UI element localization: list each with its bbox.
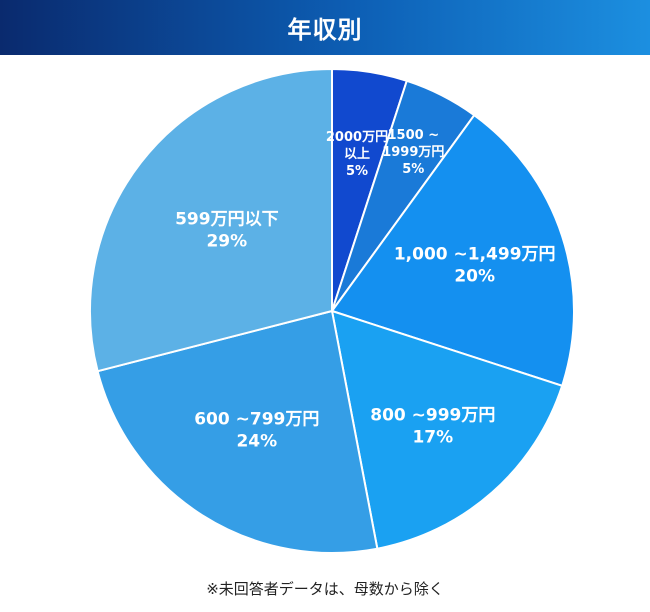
header-bar: 年収別	[0, 0, 650, 55]
pie-slice	[330, 309, 564, 550]
page-title: 年収別	[287, 16, 363, 44]
slice-label-line: 17%	[412, 427, 453, 447]
pie-chart: 2000万円以上 5%1500 ~1999万円 5%1,000 ~1,499万円 20…	[89, 67, 575, 554]
pie-labels: 2000万円以上 5%1500 ~1999万円 5%1,000 ~1,499万円 20…	[175, 128, 555, 451]
slice-label: 2000万円以上 5%	[326, 130, 388, 179]
slice-label: 599万円以下 29%	[175, 209, 279, 251]
pie-slice	[89, 67, 333, 373]
slice-label-line: 20%	[454, 267, 495, 287]
slice-label-line: 2000万円	[326, 130, 388, 145]
slice-label: 1,000 ~1,499万円 20%	[394, 245, 556, 287]
slice-label-line: 1999万円	[382, 145, 444, 160]
slice-label-line: 1500 ~	[387, 128, 439, 143]
slice-label-line: 800 ~999万円	[370, 405, 495, 425]
slice-label-line: 以上	[344, 147, 370, 162]
slice-label-line: 29%	[206, 231, 247, 251]
slice-label: 800 ~999万円 17%	[370, 405, 495, 447]
slice-label-line: 5%	[346, 164, 368, 179]
slice-label-line: 1,000 ~1,499万円	[394, 245, 556, 265]
slice-label: 600 ~799万円 24%	[194, 409, 319, 451]
slice-label-line: 5%	[402, 162, 424, 177]
pie-slice	[96, 309, 379, 554]
pie-slice	[330, 113, 575, 388]
slice-label-line: 24%	[236, 431, 277, 451]
slice-label-line: 600 ~799万円	[194, 409, 319, 429]
pie-slices	[89, 67, 575, 554]
slice-label: 1500 ~ 1999万円 5%	[382, 128, 444, 177]
footnote: ※未回答者データは、母数から除く	[206, 580, 444, 598]
slice-label-line: 599万円以下	[175, 209, 279, 229]
